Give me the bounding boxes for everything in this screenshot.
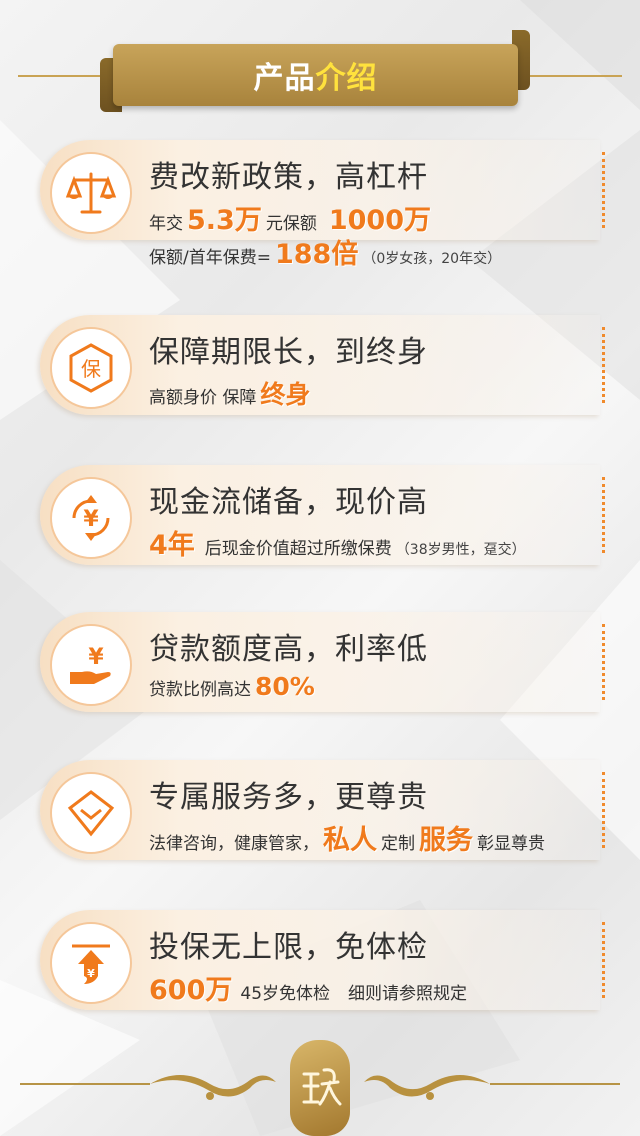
text: 彰显尊贵 xyxy=(477,834,545,854)
text: 法律咨询，健康管家， xyxy=(149,834,319,854)
dotted-divider xyxy=(602,327,605,403)
diamond-badge-icon xyxy=(50,772,132,854)
feature-pill xyxy=(40,140,600,240)
upload-yuan-icon: ¥ xyxy=(50,922,132,1004)
text: 元保额 xyxy=(265,214,317,234)
feature-row-2: 保 保障期限长，到终身 高额身价 保障 终身 xyxy=(40,315,605,415)
feature-row-3: ¥ 现金流储备，现价高 4年 后现金价值超过所缴保费 （38岁男性，趸交） xyxy=(40,465,605,565)
page-title: 产品 介绍 xyxy=(113,44,518,106)
dotted-divider xyxy=(602,624,605,700)
dotted-divider xyxy=(602,922,605,998)
premium-value: 5.3万 xyxy=(187,205,262,236)
feature-pill xyxy=(40,910,600,1010)
flourish-left-icon xyxy=(150,1075,276,1100)
hand-yuan-icon: ¥ xyxy=(50,624,132,706)
limit-value: 600万 xyxy=(149,975,233,1006)
feature-row-5: 专属服务多，更尊贵 法律咨询，健康管家， 私人 定制 服务 彰显尊贵 xyxy=(40,760,605,860)
feature-line-1: 高额身价 保障 终身 xyxy=(149,375,310,411)
header-line-right xyxy=(527,75,622,77)
feature-title: 费改新政策，高杠杆 xyxy=(149,160,428,195)
feature-pill xyxy=(40,612,600,712)
years-value: 4年 xyxy=(149,530,195,561)
service-value: 服务 xyxy=(419,825,473,856)
text: 定制 xyxy=(381,834,415,854)
coverage-value: 1000万 xyxy=(328,205,431,236)
feature-title: 专属服务多，更尊贵 xyxy=(149,780,428,815)
loan-ratio-value: 80% xyxy=(255,672,315,701)
svg-text:¥: ¥ xyxy=(88,645,104,670)
feature-pill xyxy=(40,760,600,860)
title-yellow: 介绍 xyxy=(315,61,378,96)
feature-pill xyxy=(40,315,600,415)
shield-bao-icon: 保 xyxy=(50,327,132,409)
title-white: 产品 xyxy=(253,61,316,96)
text: 高额身价 保障 xyxy=(149,388,257,408)
ratio-value: 188倍 xyxy=(274,239,359,270)
dotted-divider xyxy=(602,772,605,848)
feature-row-1: 费改新政策，高杠杆 年交 5.3万 元保额 1000万 保额/首年保费= 188… xyxy=(40,140,605,270)
dotted-divider xyxy=(602,477,605,553)
text: 保额/首年保费= xyxy=(149,248,271,268)
feature-line-1: 4年 后现金价值超过所缴保费 （38岁男性，趸交） xyxy=(149,523,526,562)
footer-line-right xyxy=(490,1083,620,1085)
feature-line-1: 贷款比例高达 80% xyxy=(149,672,315,701)
note: （38岁男性，趸交） xyxy=(395,542,526,558)
text: 45岁免体检 xyxy=(240,984,331,1004)
header-ribbon xyxy=(113,44,518,106)
svg-text:¥: ¥ xyxy=(87,967,95,980)
feature-title: 保障期限长，到终身 xyxy=(149,335,428,370)
footer-line-left xyxy=(20,1083,150,1085)
flourish-right-icon xyxy=(364,1075,490,1100)
gold-seal-logo xyxy=(290,1040,350,1136)
header-line-left xyxy=(18,75,118,77)
feature-title: 贷款额度高，利率低 xyxy=(149,632,428,667)
lifetime-value: 终身 xyxy=(260,380,311,409)
text: 后现金价值超过所缴保费 xyxy=(204,539,392,559)
feature-line-1: 600万 45岁免体检 细则请参照规定 xyxy=(149,968,467,1007)
feature-row-6: ¥ 投保无上限，免体检 600万 45岁免体检 细则请参照规定 xyxy=(40,910,605,1010)
feature-line-1: 法律咨询，健康管家， 私人 定制 服务 彰显尊贵 xyxy=(149,818,545,857)
feature-row-4: ¥ 贷款额度高，利率低 贷款比例高达 80% xyxy=(40,612,605,712)
text: 贷款比例高达 xyxy=(149,680,251,700)
text: 年交 xyxy=(149,214,183,234)
text: 细则请参照规定 xyxy=(348,984,468,1004)
svg-text:¥: ¥ xyxy=(83,507,99,532)
feature-title: 现金流储备，现价高 xyxy=(149,485,428,520)
yuan-cycle-icon: ¥ xyxy=(50,477,132,559)
private-value: 私人 xyxy=(323,825,377,856)
scale-icon xyxy=(50,152,132,234)
feature-title: 投保无上限，免体检 xyxy=(149,930,428,965)
feature-line-2: 保额/首年保费= 188倍 （0岁女孩，20年交） xyxy=(149,232,501,271)
feature-pill xyxy=(40,465,600,565)
svg-text:保: 保 xyxy=(81,357,101,381)
dotted-divider xyxy=(602,152,605,228)
feature-line-1: 年交 5.3万 元保额 1000万 xyxy=(149,198,431,237)
note: （0岁女孩，20年交） xyxy=(362,251,502,267)
